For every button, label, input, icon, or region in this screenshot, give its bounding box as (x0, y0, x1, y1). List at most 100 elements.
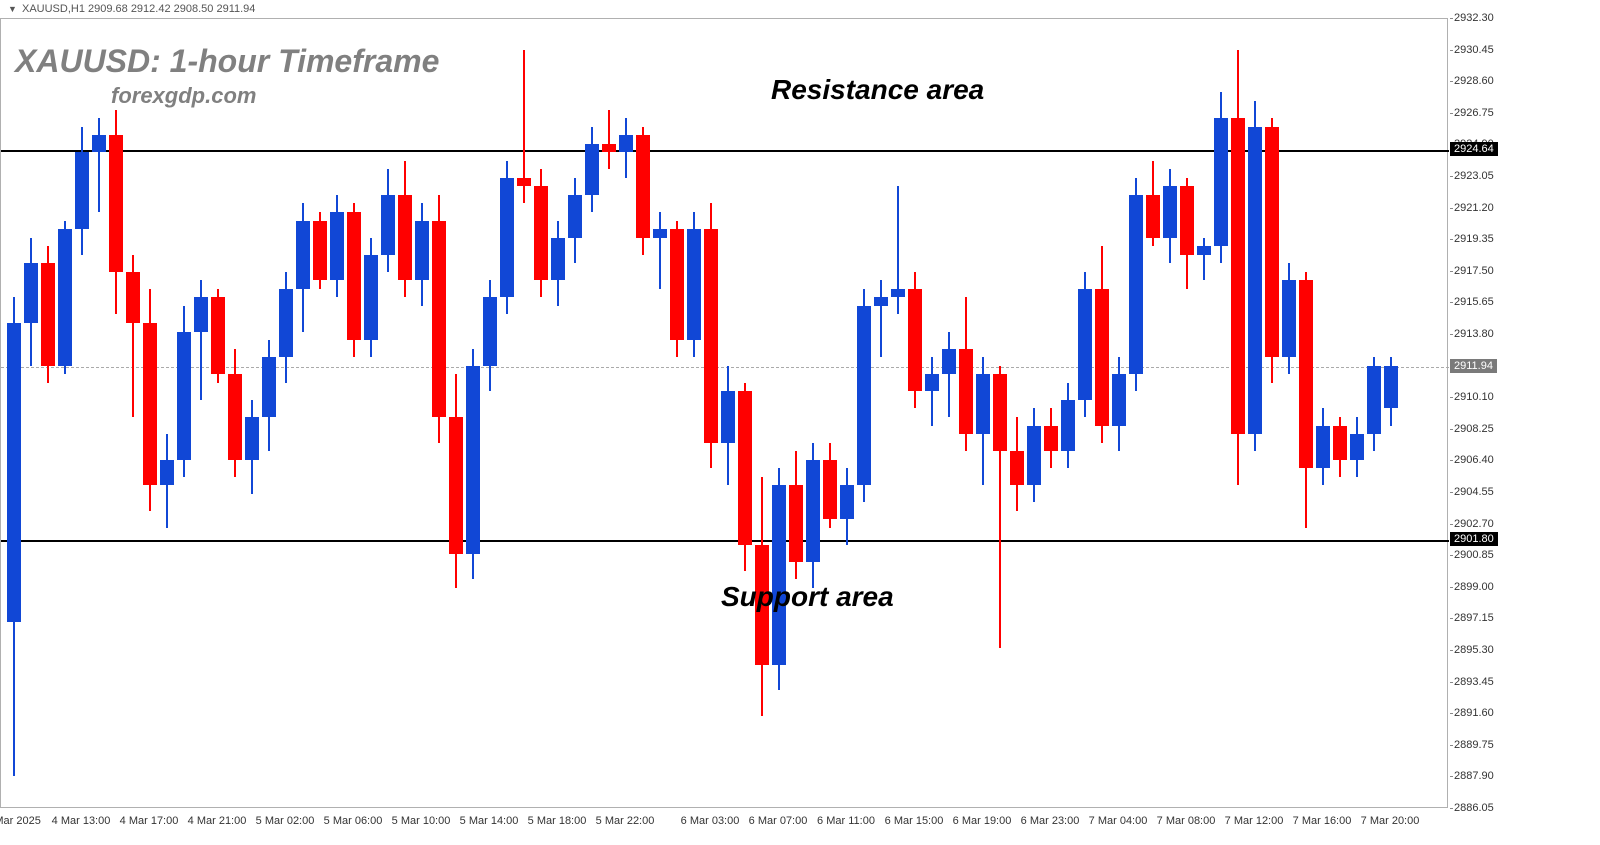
candle[interactable] (1061, 19, 1075, 809)
candle[interactable] (1163, 19, 1177, 809)
candle[interactable] (585, 19, 599, 809)
candle[interactable] (381, 19, 395, 809)
y-tick: 2930.45 (1454, 44, 1494, 56)
y-tick: 2908.25 (1454, 423, 1494, 435)
candle[interactable] (1027, 19, 1041, 809)
candle[interactable] (1197, 19, 1211, 809)
candle[interactable] (1282, 19, 1296, 809)
candle[interactable] (755, 19, 769, 809)
candle[interactable] (993, 19, 1007, 809)
candle[interactable] (245, 19, 259, 809)
candle[interactable] (704, 19, 718, 809)
candle[interactable] (1180, 19, 1194, 809)
candle[interactable] (1078, 19, 1092, 809)
price-tag: 2924.64 (1450, 142, 1498, 156)
candle[interactable] (721, 19, 735, 809)
y-tick: 2902.70 (1454, 518, 1494, 530)
candle[interactable] (1350, 19, 1364, 809)
candle[interactable] (1265, 19, 1279, 809)
x-tick: 5 Mar 06:00 (324, 815, 383, 827)
candle[interactable] (313, 19, 327, 809)
candle[interactable] (534, 19, 548, 809)
x-tick: 5 Mar 10:00 (392, 815, 451, 827)
candle[interactable] (1214, 19, 1228, 809)
candle[interactable] (1316, 19, 1330, 809)
candle[interactable] (1248, 19, 1262, 809)
x-tick: 7 Mar 16:00 (1293, 815, 1352, 827)
candle[interactable] (1095, 19, 1109, 809)
candle[interactable] (296, 19, 310, 809)
candle[interactable] (517, 19, 531, 809)
candle[interactable] (891, 19, 905, 809)
y-tick: 2917.50 (1454, 265, 1494, 277)
candle[interactable] (500, 19, 514, 809)
candle[interactable] (1384, 19, 1398, 809)
candle[interactable] (126, 19, 140, 809)
candle[interactable] (1333, 19, 1347, 809)
y-tick: 2895.30 (1454, 644, 1494, 656)
candle[interactable] (177, 19, 191, 809)
support-annotation: Support area (721, 581, 894, 613)
y-tick: 2906.40 (1454, 454, 1494, 466)
candle[interactable] (857, 19, 871, 809)
candle[interactable] (602, 19, 616, 809)
chart-plot-area[interactable]: XAUUSD: 1-hour Timeframe forexgdp.com Re… (0, 18, 1448, 808)
candle[interactable] (670, 19, 684, 809)
y-tick: 2919.35 (1454, 233, 1494, 245)
candle[interactable] (976, 19, 990, 809)
candle[interactable] (1044, 19, 1058, 809)
candle[interactable] (194, 19, 208, 809)
candle[interactable] (364, 19, 378, 809)
candle[interactable] (432, 19, 446, 809)
candle[interactable] (398, 19, 412, 809)
candle[interactable] (789, 19, 803, 809)
candle[interactable] (58, 19, 72, 809)
candle[interactable] (415, 19, 429, 809)
candle[interactable] (1367, 19, 1381, 809)
candle[interactable] (1010, 19, 1024, 809)
candle[interactable] (109, 19, 123, 809)
candle[interactable] (330, 19, 344, 809)
candle[interactable] (772, 19, 786, 809)
candle[interactable] (279, 19, 293, 809)
candle[interactable] (24, 19, 38, 809)
candle[interactable] (41, 19, 55, 809)
candle[interactable] (449, 19, 463, 809)
candle[interactable] (942, 19, 956, 809)
y-tick: 2886.05 (1454, 802, 1494, 814)
x-tick: 5 Mar 02:00 (256, 815, 315, 827)
candle[interactable] (211, 19, 225, 809)
x-tick: 6 Mar 19:00 (953, 815, 1012, 827)
candle[interactable] (1112, 19, 1126, 809)
candle[interactable] (92, 19, 106, 809)
candle[interactable] (738, 19, 752, 809)
y-tick: 2915.65 (1454, 296, 1494, 308)
candle[interactable] (959, 19, 973, 809)
candle[interactable] (925, 19, 939, 809)
candle[interactable] (228, 19, 242, 809)
candle[interactable] (653, 19, 667, 809)
candle[interactable] (1299, 19, 1313, 809)
candle[interactable] (806, 19, 820, 809)
candle[interactable] (619, 19, 633, 809)
candle[interactable] (874, 19, 888, 809)
candle[interactable] (1231, 19, 1245, 809)
candle[interactable] (1146, 19, 1160, 809)
candle[interactable] (483, 19, 497, 809)
y-tick: 2887.90 (1454, 770, 1494, 782)
candle[interactable] (7, 19, 21, 809)
candle[interactable] (568, 19, 582, 809)
candle[interactable] (908, 19, 922, 809)
candle[interactable] (347, 19, 361, 809)
candle[interactable] (551, 19, 565, 809)
candle[interactable] (466, 19, 480, 809)
candle[interactable] (160, 19, 174, 809)
candle[interactable] (1129, 19, 1143, 809)
candle[interactable] (823, 19, 837, 809)
candle[interactable] (840, 19, 854, 809)
candle[interactable] (636, 19, 650, 809)
candle[interactable] (143, 19, 157, 809)
candle[interactable] (262, 19, 276, 809)
candle[interactable] (75, 19, 89, 809)
candle[interactable] (687, 19, 701, 809)
